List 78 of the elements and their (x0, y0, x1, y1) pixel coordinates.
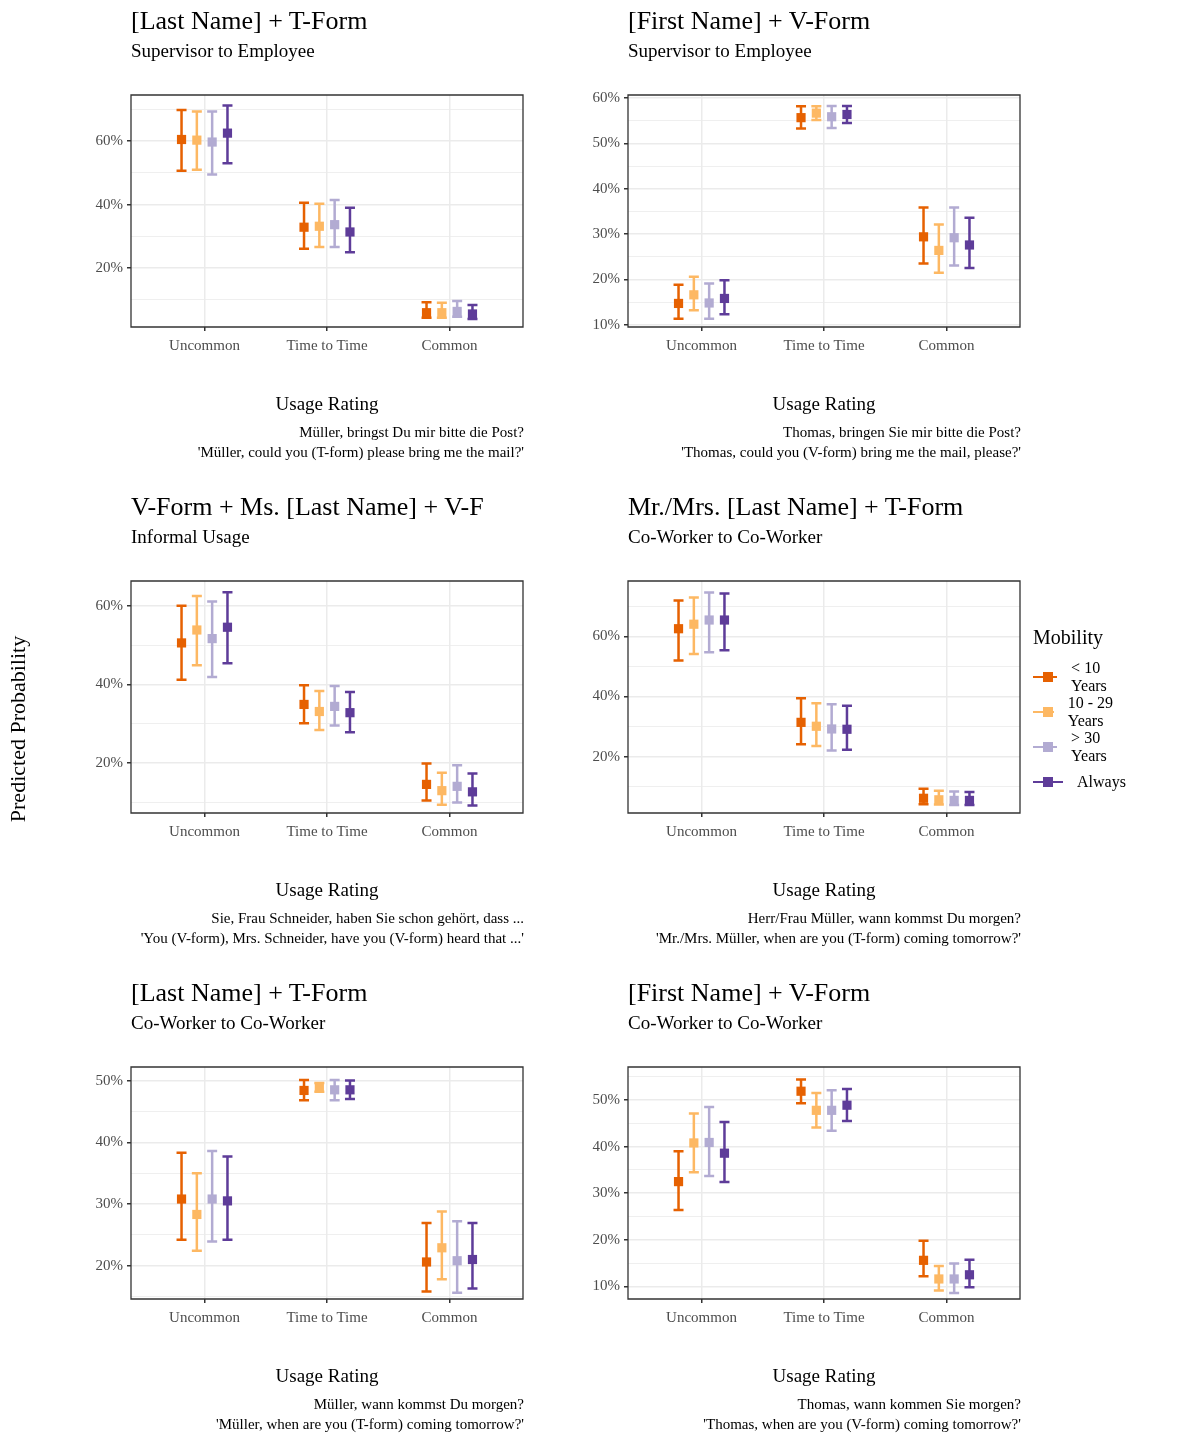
chart-title: [Last Name] + T-Form (131, 6, 368, 36)
x-tick-label: Time to Time (286, 822, 368, 839)
chart-subtitle: Co-Worker to Co-Worker (628, 1012, 823, 1034)
y-tick-label: 40% (95, 675, 123, 692)
chart-subtitle: Co-Worker to Co-Worker (131, 1012, 326, 1034)
x-axis-title: Usage Rating (772, 878, 876, 900)
x-tick-label: Common (918, 1308, 975, 1325)
y-tick-label: 50% (95, 1071, 123, 1088)
chart-title: [Last Name] + T-Form (131, 978, 368, 1008)
text: Müller, bringst Du mir bitte die Post? (299, 424, 524, 441)
text: 'Mr./Mrs. Müller, when are you (T-form) coming tomorrow?' (655, 930, 1021, 947)
text: Herr/Frau Müller, wann kommst Du morgen? (747, 910, 1021, 927)
y-tick-label: 10% (592, 315, 620, 332)
legend-label: < 10 Years (1071, 658, 1108, 695)
chart-title: Mr./Mrs. [Last Name] + T-Form (628, 492, 964, 522)
chart-title: [First Name] + V-Form (628, 978, 871, 1008)
x-tick-label: Time to Time (783, 822, 865, 839)
x-tick-label: Uncommon (169, 1308, 241, 1325)
legend-title: Mobility (1033, 626, 1104, 649)
legend-label: Always (1077, 772, 1126, 791)
legend-label: 10 - 29 Years (1067, 693, 1114, 730)
y-tick-label: 40% (592, 687, 620, 704)
y-tick-label: 30% (592, 225, 620, 242)
y-tick-label: 30% (95, 1194, 123, 1211)
chart-title: V-Form + Ms. [Last Name] + V-F (131, 492, 484, 522)
x-axis-title: Usage Rating (275, 392, 379, 414)
chart-subtitle: Supervisor to Employee (628, 40, 812, 62)
x-tick-label: Common (918, 822, 975, 839)
text: 'Müller, when are you (T-form) coming tomorrow?' (216, 1416, 524, 1433)
text: Thomas, wann kommen Sie morgen? (797, 1396, 1021, 1413)
y-axis-title: Predicted Probability (5, 634, 31, 825)
chart-title: [First Name] + V-Form (628, 6, 871, 36)
y-tick-label: 20% (95, 753, 123, 770)
x-tick-label: Common (421, 822, 478, 839)
y-tick-label: 50% (592, 134, 620, 151)
y-tick-label: 20% (592, 747, 620, 764)
x-tick-label: Common (421, 336, 478, 353)
x-tick-label: Uncommon (169, 822, 241, 839)
legend-label: > 30 Years (1071, 728, 1108, 765)
x-tick-label: Uncommon (666, 822, 738, 839)
chart-subtitle: Supervisor to Employee (131, 40, 315, 62)
text: 'You (V-form), Mrs. Schneider, have you (V-form) heard that ...' (140, 930, 524, 947)
x-axis-title: Usage Rating (772, 392, 876, 414)
text: Sie, Frau Schneider, haben Sie schon gehört, dass ... (211, 910, 524, 927)
x-tick-label: Time to Time (286, 336, 368, 353)
y-tick-label: 40% (592, 1137, 620, 1154)
y-tick-label: 60% (95, 132, 123, 149)
y-tick-label: 40% (95, 195, 123, 212)
text: Müller, wann kommst Du morgen? (313, 1396, 524, 1413)
x-tick-label: Common (421, 1308, 478, 1325)
text: Thomas, bringen Sie mir bitte die Post? (783, 424, 1021, 441)
y-tick-label: 60% (592, 89, 620, 106)
y-tick-label: 60% (95, 597, 123, 614)
x-axis-title: Usage Rating (772, 1364, 876, 1386)
y-tick-label: 50% (592, 1091, 620, 1108)
x-axis-title: Usage Rating (275, 878, 379, 900)
y-tick-label: 20% (592, 270, 620, 287)
y-tick-label: 30% (592, 1184, 620, 1201)
y-tick-label: 20% (95, 259, 123, 276)
chart-subtitle: Co-Worker to Co-Worker (628, 526, 823, 548)
x-axis-title: Usage Rating (275, 1364, 379, 1386)
y-tick-label: 40% (592, 179, 620, 196)
chart-subtitle: Informal Usage (131, 526, 250, 548)
x-tick-label: Uncommon (666, 1308, 738, 1325)
text: 'Thomas, when are you (V-form) coming tomorrow?' (703, 1416, 1021, 1433)
y-tick-label: 10% (592, 1277, 620, 1294)
y-tick-label: 20% (95, 1256, 123, 1273)
x-tick-label: Time to Time (286, 1308, 368, 1325)
x-tick-label: Time to Time (783, 1308, 865, 1325)
x-tick-label: Common (918, 336, 975, 353)
text: 'Thomas, could you (V-form) bring me the mail, please?' (681, 444, 1021, 461)
y-tick-label: 20% (592, 1230, 620, 1247)
x-tick-label: Uncommon (169, 336, 241, 353)
x-tick-label: Uncommon (666, 336, 738, 353)
y-tick-label: 40% (95, 1133, 123, 1150)
y-tick-label: 60% (592, 627, 620, 644)
x-tick-label: Time to Time (783, 336, 865, 353)
text: 'Müller, could you (T-form) please bring me the mail?' (197, 444, 524, 461)
